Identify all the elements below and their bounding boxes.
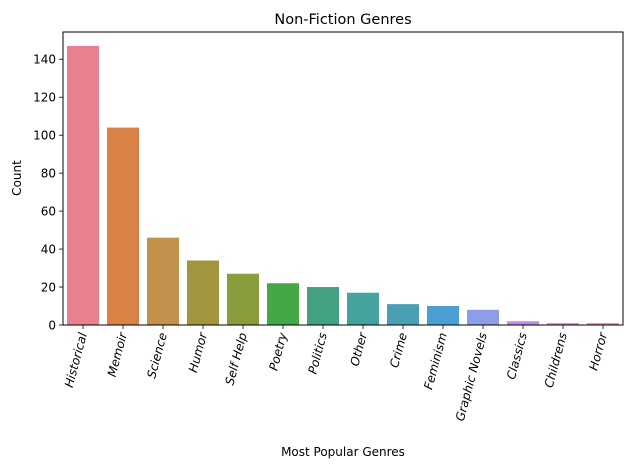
x-tick-label: Memoir xyxy=(105,330,130,378)
y-tick-label: 80 xyxy=(41,167,56,181)
x-axis: Historical Memoir Science Humor Self Help Poe… xyxy=(62,325,610,423)
y-tick-label: 120 xyxy=(33,91,56,105)
bar-memoir xyxy=(107,127,139,325)
bar-horror xyxy=(587,323,619,325)
plot-frame xyxy=(62,31,624,326)
y-tick-label: 140 xyxy=(33,53,56,67)
y-axis-label: Count xyxy=(10,160,24,196)
x-tick-label: Poetry xyxy=(266,330,290,372)
bar-classics xyxy=(507,321,539,325)
y-tick-label: 0 xyxy=(48,319,56,333)
y-tick-label: 40 xyxy=(41,243,56,257)
x-tick-label: Graphic Novels xyxy=(453,331,490,422)
bar-graphic-novels xyxy=(467,309,499,325)
x-tick-label: Other xyxy=(348,330,371,368)
bar-politics xyxy=(307,287,339,325)
x-tick-label: Classics xyxy=(504,331,530,381)
bar-historical xyxy=(67,45,99,325)
x-tick-label: Science xyxy=(144,331,170,380)
bar-other xyxy=(347,292,379,325)
x-tick-label: Humor xyxy=(186,330,210,374)
bar-humor xyxy=(187,260,219,325)
bar-feminism xyxy=(427,306,459,325)
x-tick-label: Feminism xyxy=(421,331,450,391)
x-tick-label: Self Help xyxy=(222,331,250,387)
chart-title: Non-Fiction Genres xyxy=(274,12,411,28)
x-axis-label: Most Popular Genres xyxy=(281,445,405,459)
bar-science xyxy=(147,237,179,325)
y-axis: 0 20 40 60 80 100 120 140 xyxy=(33,53,63,333)
y-tick-label: 60 xyxy=(41,205,56,219)
bar-poetry xyxy=(267,283,299,325)
bars xyxy=(67,45,619,325)
x-tick-label: Horror xyxy=(586,330,610,372)
x-tick-label: Childrens xyxy=(542,331,570,389)
x-tick-label: Politics xyxy=(305,331,329,375)
bar-crime xyxy=(387,304,419,325)
bar-childrens xyxy=(547,323,579,325)
bar-self-help xyxy=(227,273,259,325)
y-tick-label: 100 xyxy=(33,129,56,143)
x-tick-label: Historical xyxy=(62,331,90,390)
x-tick-label: Crime xyxy=(387,331,410,369)
y-tick-label: 20 xyxy=(41,281,56,295)
